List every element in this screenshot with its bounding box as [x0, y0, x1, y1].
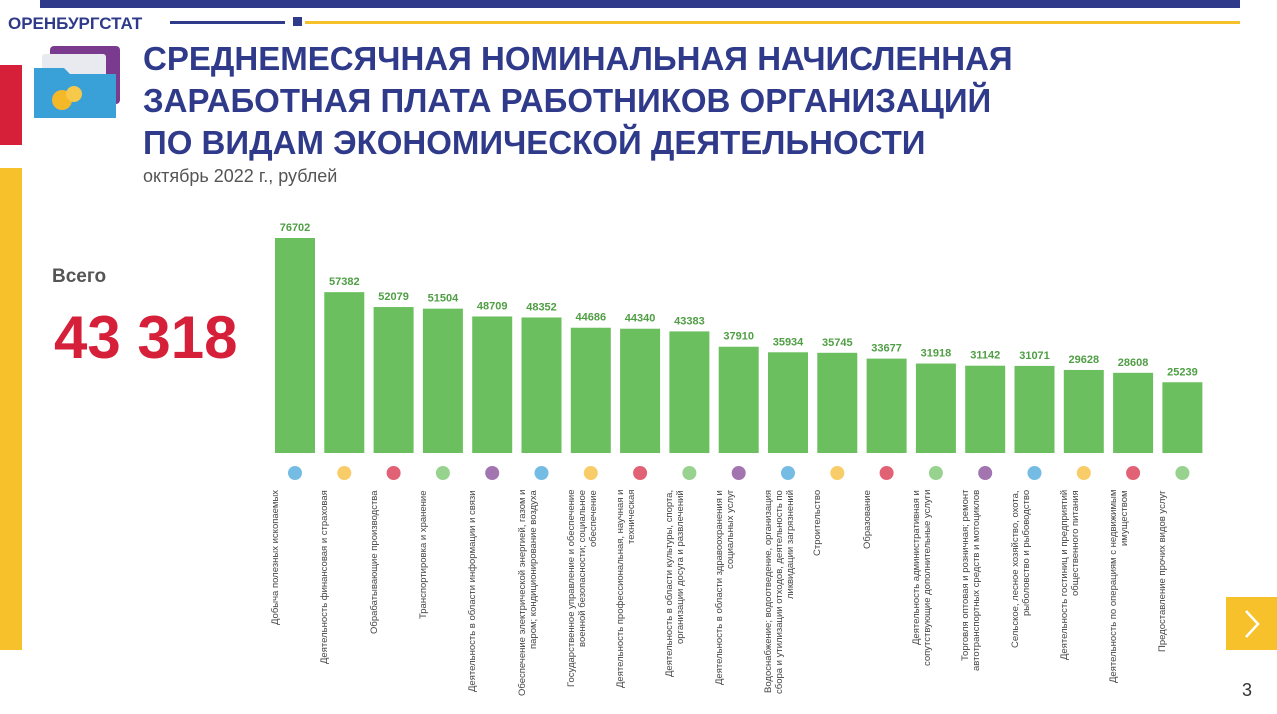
bar: [817, 352, 858, 453]
total-value: 43 318: [54, 304, 238, 371]
category-icon: [633, 466, 648, 480]
rule: [305, 21, 1240, 24]
category-icon: [386, 466, 401, 480]
title-line: СРЕДНЕМЕСЯЧНАЯ НОМИНАЛЬНАЯ НАЧИСЛЕННАЯ: [143, 40, 1013, 77]
x-tick-label: Строительство: [812, 490, 824, 557]
value-label: 28608: [1118, 357, 1149, 369]
value-label: 29628: [1069, 354, 1100, 366]
value-label: 57382: [329, 276, 360, 288]
x-tick-label: Предоставление прочих видов услуг: [1157, 490, 1169, 652]
bar: [373, 307, 414, 453]
x-tick-label: Деятельность в области здравоохранения и…: [713, 490, 736, 685]
category-icon: [435, 466, 450, 480]
value-label: 52079: [378, 291, 409, 303]
x-tick-label: Добыча полезных ископаемых: [270, 490, 281, 626]
bar: [866, 358, 907, 453]
bar: [324, 292, 365, 453]
bar: [768, 352, 808, 453]
x-tick-label: Деятельность по операциям с недвижимым и…: [1108, 490, 1131, 684]
page-number: 3: [1242, 680, 1253, 700]
x-tick-label: Деятельность гостиниц и предприятий обще…: [1058, 490, 1081, 661]
value-label: 35934: [773, 336, 804, 348]
bar: [1014, 365, 1055, 453]
bar: [1113, 372, 1154, 453]
next-button[interactable]: [1226, 597, 1277, 650]
bar: [718, 346, 759, 453]
category-icon: [583, 466, 598, 480]
bar: [521, 317, 562, 453]
x-tick-label: Образование: [861, 490, 873, 549]
value-label: 43383: [674, 315, 705, 327]
bar: [1162, 382, 1203, 453]
value-label: 76702: [280, 222, 311, 234]
x-tick-label: Деятельность финансовая и страховая: [319, 490, 331, 664]
value-label: 48352: [526, 301, 557, 313]
category-icon: [1027, 466, 1042, 480]
bar: [1063, 369, 1104, 453]
category-icon: [879, 466, 894, 480]
bar: [965, 365, 1006, 453]
brand: ОРЕНБУРГСТАТ: [8, 14, 143, 33]
title-line: ПО ВИДАМ ЭКОНОМИЧЕСКОЙ ДЕЯТЕЛЬНОСТИ: [143, 124, 926, 161]
category-icon: [682, 466, 697, 480]
bar: [275, 238, 315, 453]
category-icon: [928, 466, 943, 480]
value-label: 25239: [1167, 366, 1198, 378]
value-label: 51504: [428, 293, 459, 305]
rule: [170, 21, 285, 24]
category-icon: [337, 466, 352, 480]
category-icon: [731, 466, 746, 480]
bar: [915, 363, 956, 453]
value-label: 33677: [871, 343, 902, 355]
top-bar: [40, 0, 1240, 8]
x-tick-label: Транспортировка и хранение: [417, 490, 429, 619]
x-tick-label: Деятельность профессиональная, научная и…: [615, 490, 638, 689]
value-label: 37910: [723, 331, 754, 343]
x-tick-label: Торговля оптовая и розничная; ремонт авт…: [960, 490, 983, 672]
side-bar: [0, 168, 22, 650]
value-label: 31142: [970, 350, 1000, 362]
total-label: Всего: [52, 266, 107, 287]
title-line: ЗАРАБОТНАЯ ПЛАТА РАБОТНИКОВ ОРГАНИЗАЦИЙ: [143, 82, 992, 119]
x-tick-label: Сельское, лесное хозяйство, охота, рыбол…: [1009, 490, 1032, 648]
value-label: 31071: [1019, 350, 1050, 362]
x-tick-label: Деятельность в области информации и связ…: [467, 490, 479, 692]
x-tick-label: Обрабатывающие производства: [368, 490, 380, 634]
subtitle: октябрь 2022 г., рублей: [143, 166, 338, 186]
category-icon: [1076, 466, 1091, 480]
value-label: 31918: [921, 348, 952, 360]
folder-icon: [34, 46, 120, 118]
value-label: 48709: [477, 300, 508, 312]
category-icon: [534, 466, 549, 480]
bar: [669, 331, 710, 453]
category-icon: [1126, 466, 1141, 480]
x-tick-label: Обеспечение электрической энергией, газо…: [516, 490, 539, 697]
x-tick-label: Деятельность административная и сопутств…: [910, 490, 933, 667]
category-icon: [978, 466, 993, 480]
bar: [620, 328, 661, 453]
x-tick-label: Государственное управление и обеспечение…: [565, 490, 599, 688]
category-icon: [1175, 466, 1190, 480]
category-icon: [830, 466, 845, 480]
value-label: 44686: [576, 312, 607, 324]
category-icon: [485, 466, 500, 480]
side-bar: [0, 65, 22, 145]
x-tick-label: Деятельность в области культуры, спорта,…: [664, 490, 687, 678]
rule-square: [293, 17, 302, 26]
chart-title: СРЕДНЕМЕСЯЧНАЯ НОМИНАЛЬНАЯ НАЧИСЛЕННАЯ ЗА…: [143, 38, 1013, 164]
bar: [472, 316, 513, 453]
value-label: 35745: [822, 337, 853, 349]
category-icon: [288, 466, 302, 480]
bar: [570, 327, 611, 453]
category-icon: [781, 466, 795, 480]
bar: [422, 308, 463, 453]
value-label: 44340: [625, 313, 656, 325]
x-tick-label: Водоснабжение; водоотведение, организаци…: [763, 490, 796, 694]
